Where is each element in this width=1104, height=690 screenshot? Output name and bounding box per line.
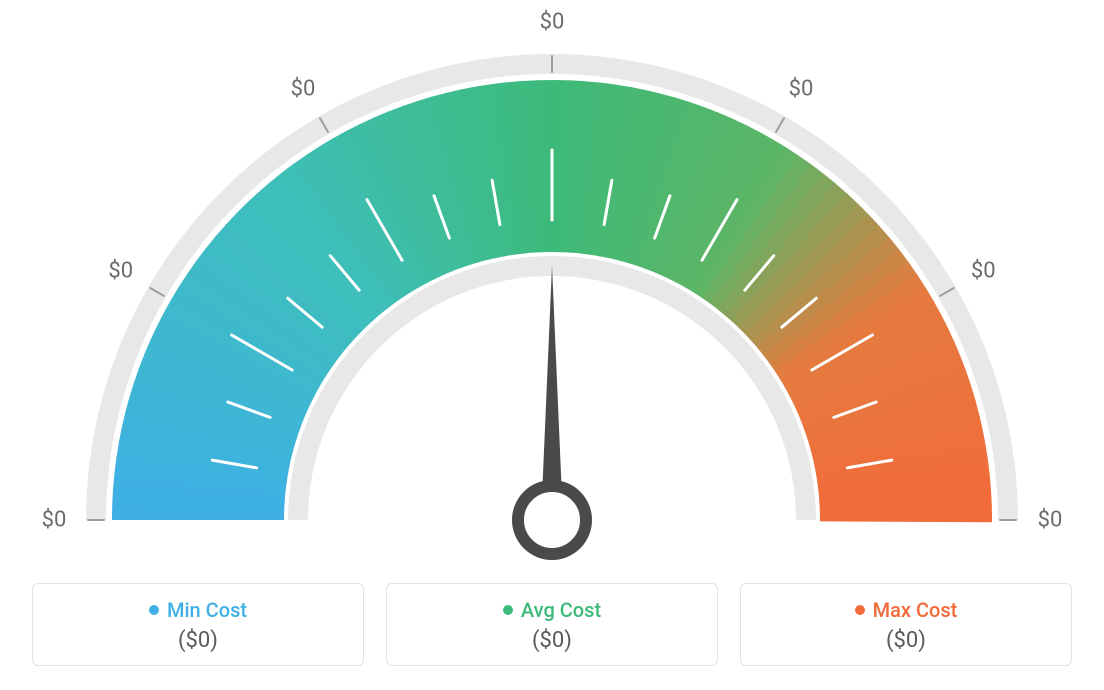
legend-row: Min Cost ($0) Avg Cost ($0) Max Cost ($0… [32,583,1072,666]
gauge-container: $0 $0 $0 $0 $0 $0 $0 [22,0,1082,560]
legend-title-row-min: Min Cost [33,598,363,622]
legend-dot-avg [503,605,513,615]
legend-title-avg: Avg Cost [521,598,601,622]
legend-card-min: Min Cost ($0) [32,583,364,666]
gauge-tick-label: $0 [291,76,316,101]
legend-title-max: Max Cost [873,598,958,622]
legend-value-avg: ($0) [387,628,717,653]
legend-value-min: ($0) [33,628,363,653]
gauge-chart [22,0,1082,560]
legend-title-row-avg: Avg Cost [387,598,717,622]
legend-title-row-max: Max Cost [741,598,1071,622]
legend-card-max: Max Cost ($0) [740,583,1072,666]
gauge-tick-label: $0 [971,259,996,284]
gauge-tick-label: $0 [42,508,67,533]
gauge-tick-label: $0 [789,76,814,101]
legend-card-avg: Avg Cost ($0) [386,583,718,666]
legend-dot-max [855,605,865,615]
gauge-tick-label: $0 [1038,508,1063,533]
gauge-tick-label: $0 [108,259,133,284]
gauge-tick-label: $0 [540,10,565,35]
legend-dot-min [149,605,159,615]
legend-title-min: Min Cost [167,598,247,622]
legend-value-max: ($0) [741,628,1071,653]
